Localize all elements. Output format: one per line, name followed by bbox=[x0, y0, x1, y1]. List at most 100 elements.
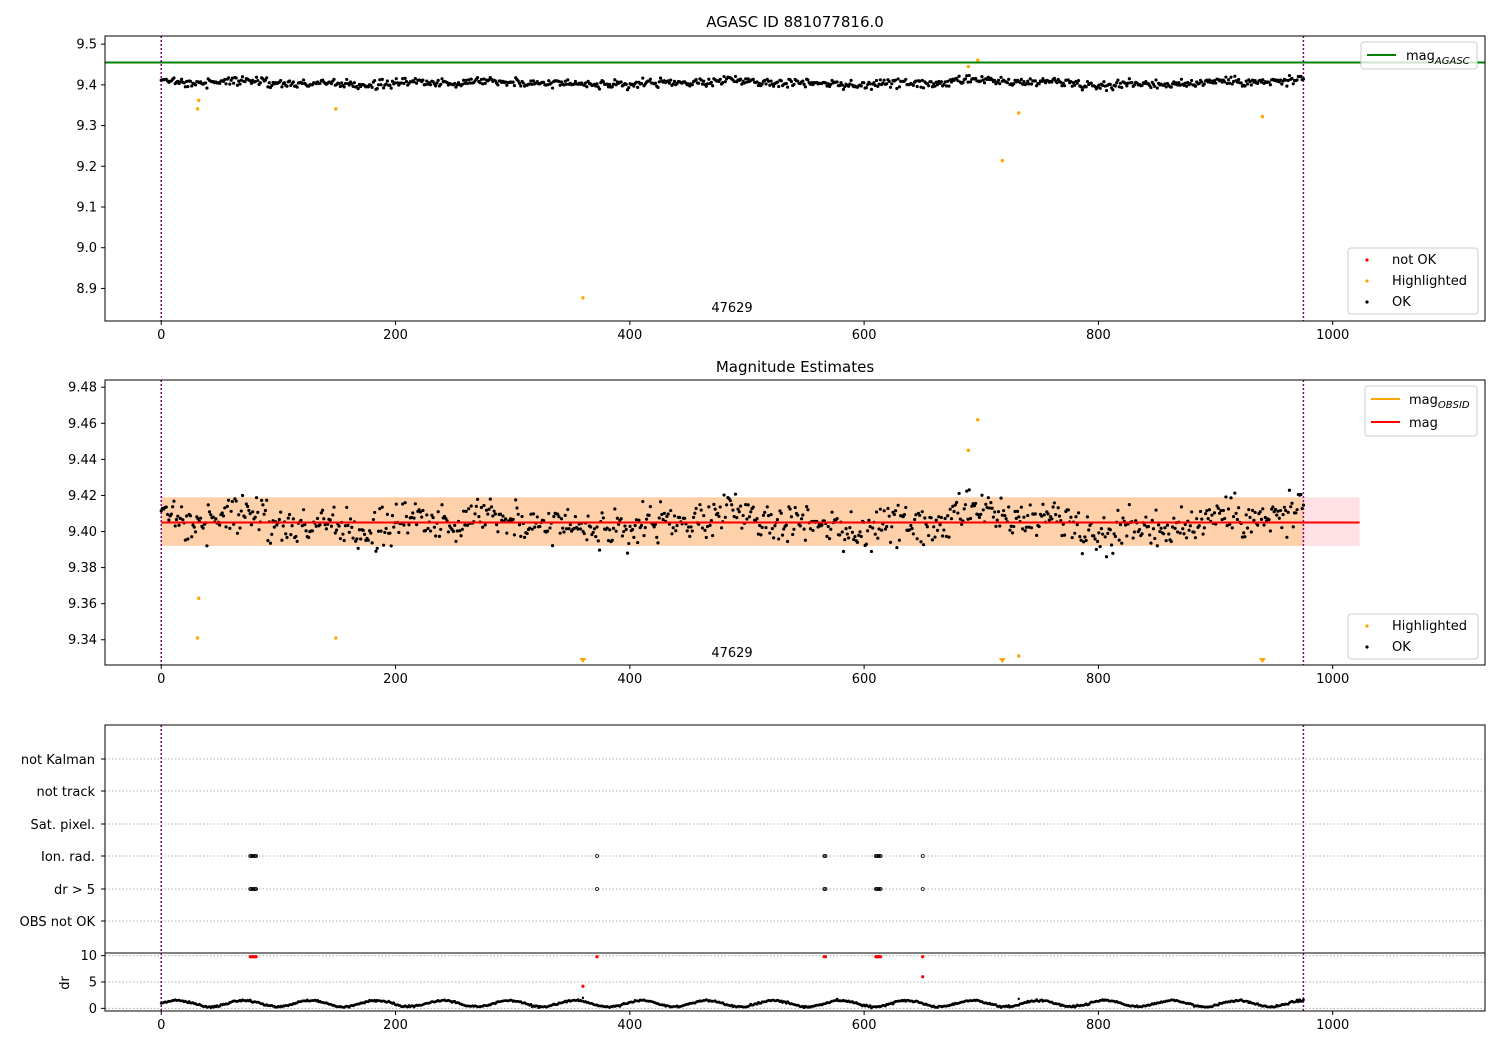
p1-ok-point bbox=[434, 84, 438, 88]
p2-ok-point bbox=[164, 505, 168, 509]
p1-ytick-label-1: 9.0 bbox=[76, 241, 97, 256]
p2-ok-point bbox=[981, 508, 985, 512]
p2-ok-point bbox=[857, 533, 861, 537]
p2-ok-point bbox=[304, 529, 308, 533]
p2-ok-point bbox=[572, 526, 576, 531]
p2-ok-point bbox=[550, 544, 555, 548]
p1-ok-point bbox=[1230, 82, 1234, 86]
p2-ok-point bbox=[708, 523, 712, 528]
p2-ok-point bbox=[464, 509, 468, 514]
p2-ok-point bbox=[287, 512, 292, 517]
p2-ok-point bbox=[1066, 508, 1070, 512]
p2-ok-point bbox=[913, 517, 917, 522]
p1-ok-point bbox=[711, 84, 715, 88]
p4-ytick-label-0: 0 bbox=[89, 1002, 97, 1017]
p1-ok-point bbox=[611, 82, 616, 86]
p1-ok-point bbox=[1111, 88, 1115, 92]
p2-ok-point bbox=[991, 515, 996, 519]
p1-ok-point bbox=[872, 81, 876, 85]
p2-ok-point bbox=[853, 535, 857, 539]
p1-ok-point bbox=[1212, 79, 1217, 83]
p1-ok-point bbox=[914, 79, 918, 83]
p1-ok-point bbox=[183, 85, 187, 89]
p1-ok-point bbox=[542, 80, 546, 84]
p1-ok-point bbox=[866, 83, 870, 87]
p1-ok-point bbox=[864, 86, 868, 90]
p1-ok-point bbox=[1291, 82, 1295, 86]
p2-ok-point bbox=[1027, 525, 1031, 529]
p1-ok-point bbox=[1007, 77, 1011, 81]
p1-ok-point bbox=[639, 81, 644, 86]
p1-ok-point bbox=[634, 80, 639, 84]
p2-ok-point bbox=[1249, 530, 1253, 534]
p2-ok-point bbox=[307, 535, 311, 540]
p1-ok-point bbox=[394, 77, 398, 81]
p2-ok-point bbox=[338, 537, 342, 541]
p1-ok-point bbox=[859, 84, 863, 88]
p2-ok-point bbox=[939, 515, 943, 520]
p2-ok-point bbox=[369, 531, 373, 535]
p2-ok-point bbox=[642, 533, 646, 538]
p1-ok-point bbox=[270, 83, 274, 88]
p2-ok-point bbox=[239, 509, 243, 513]
p1-ok-point bbox=[723, 80, 727, 84]
panel-agasc: AGASC ID 881077816.0 0 200 400 600 800 1000 8.… bbox=[76, 13, 1486, 343]
p1-ok-point bbox=[226, 76, 231, 80]
p2-ok-point bbox=[738, 504, 743, 508]
p2-ok-point bbox=[270, 532, 274, 537]
p2-ok-point bbox=[942, 528, 946, 532]
p1-ok-point bbox=[1060, 84, 1064, 88]
flag-point bbox=[822, 887, 827, 891]
p2-ok-point bbox=[1095, 539, 1100, 544]
p2-ok-point bbox=[937, 515, 941, 519]
p2-ok-point bbox=[294, 534, 298, 539]
panel-4-frame bbox=[104, 952, 1486, 1012]
p1-ok-point bbox=[531, 79, 536, 83]
p2-ok-point bbox=[637, 518, 641, 522]
p2-ok-point bbox=[346, 523, 350, 528]
p1-ok-point bbox=[802, 82, 806, 86]
p2-ok-point bbox=[381, 543, 386, 547]
p2-ok-point bbox=[1158, 529, 1162, 534]
p1-ok-point bbox=[1164, 85, 1168, 89]
p2-ok-point bbox=[892, 512, 896, 517]
p2-ok-point bbox=[415, 523, 419, 527]
p2-ok-point bbox=[1026, 513, 1030, 518]
p1-ok-point bbox=[511, 80, 515, 84]
p2-ok-point bbox=[619, 517, 623, 521]
p2-ok-point bbox=[224, 525, 228, 529]
p2-ok-point bbox=[1010, 531, 1015, 535]
p1-ok-point bbox=[529, 79, 533, 83]
p1-ok-point bbox=[849, 78, 853, 83]
p1-highlighted-point bbox=[1017, 111, 1021, 115]
p1-ok-point bbox=[1101, 83, 1105, 88]
p2-ok-point bbox=[669, 508, 673, 513]
p2-ok-point bbox=[1277, 516, 1281, 520]
p1-ok-point bbox=[1202, 82, 1206, 86]
p1-ok-point bbox=[503, 80, 508, 84]
p1-ok-point bbox=[585, 85, 589, 89]
p1-ok-point bbox=[1169, 85, 1173, 89]
p2-ok-point bbox=[388, 531, 392, 535]
p2-ok-point bbox=[1223, 516, 1227, 521]
p1-ok-point bbox=[384, 82, 388, 86]
p2-ok-point bbox=[397, 530, 401, 535]
p2-ok-point bbox=[1078, 534, 1082, 539]
p2-ok-point bbox=[482, 503, 486, 508]
p2-ok-point bbox=[383, 530, 387, 535]
p1-ok-point bbox=[482, 77, 486, 81]
p2-ok-point bbox=[246, 504, 250, 509]
p2-ok-point bbox=[808, 527, 813, 531]
p1-ok-point bbox=[401, 77, 405, 81]
p2-ok-point bbox=[838, 533, 842, 537]
p1-ok-point bbox=[1197, 81, 1201, 86]
p1-ok-point bbox=[1120, 85, 1124, 90]
p1-ok-point bbox=[550, 86, 555, 90]
p2-ok-point bbox=[655, 535, 659, 539]
p2-ok-point bbox=[1268, 529, 1272, 533]
p2-ok-point bbox=[962, 507, 966, 511]
p1-ok-point bbox=[998, 82, 1002, 86]
p2-ok-point bbox=[927, 533, 931, 538]
p1-ok-point bbox=[185, 79, 189, 83]
p2-ok-point bbox=[223, 506, 227, 510]
